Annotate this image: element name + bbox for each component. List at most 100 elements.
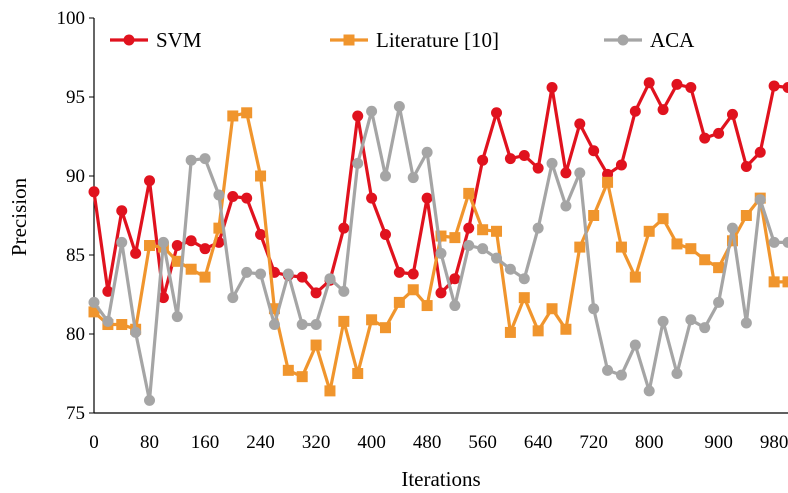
data-point bbox=[338, 285, 350, 297]
data-point bbox=[615, 241, 627, 253]
legend-label: ACA bbox=[650, 28, 695, 52]
data-point bbox=[130, 247, 142, 259]
data-point bbox=[171, 240, 183, 252]
data-point bbox=[726, 235, 738, 247]
data-point bbox=[310, 319, 322, 331]
data-point bbox=[782, 276, 788, 288]
data-point bbox=[144, 240, 156, 252]
data-point bbox=[713, 296, 725, 308]
series-line bbox=[92, 81, 788, 300]
data-point bbox=[268, 303, 280, 315]
data-point bbox=[185, 235, 197, 247]
data-point bbox=[171, 255, 183, 267]
data-point bbox=[116, 236, 128, 248]
data-point bbox=[463, 222, 475, 234]
x-tick-label: 980 bbox=[760, 432, 788, 453]
data-point bbox=[255, 228, 267, 240]
series-literature-10 bbox=[88, 107, 788, 397]
data-point bbox=[491, 252, 503, 264]
data-point bbox=[518, 149, 530, 161]
legend-swatch-marker bbox=[343, 34, 355, 46]
data-point bbox=[560, 323, 572, 335]
data-point bbox=[560, 200, 572, 212]
data-point bbox=[643, 385, 655, 397]
x-axis-title: Iterations bbox=[401, 467, 480, 491]
data-point bbox=[699, 254, 711, 266]
data-point bbox=[629, 339, 641, 351]
y-tick-label: 75 bbox=[66, 403, 85, 424]
data-point bbox=[88, 296, 100, 308]
data-point bbox=[366, 314, 378, 326]
data-point bbox=[574, 241, 586, 253]
data-point bbox=[615, 159, 627, 171]
data-point bbox=[185, 263, 197, 275]
data-point bbox=[685, 82, 697, 94]
data-point bbox=[643, 225, 655, 237]
data-point bbox=[435, 230, 447, 242]
data-point bbox=[88, 186, 100, 198]
data-point bbox=[241, 192, 253, 204]
x-tick-label: 720 bbox=[579, 432, 608, 453]
data-point bbox=[199, 271, 211, 283]
legend-label: Literature [10] bbox=[376, 28, 499, 52]
data-point bbox=[88, 306, 100, 318]
data-point bbox=[768, 236, 780, 248]
x-tick-label: 480 bbox=[413, 432, 442, 453]
x-tick-label: 900 bbox=[704, 432, 733, 453]
x-tick-label: 560 bbox=[468, 432, 497, 453]
data-point bbox=[407, 284, 419, 296]
data-point bbox=[199, 153, 211, 165]
data-point bbox=[102, 315, 114, 327]
data-point bbox=[157, 236, 169, 248]
x-tick-label: 320 bbox=[302, 432, 331, 453]
legend-label: SVM bbox=[156, 28, 202, 52]
data-point bbox=[546, 157, 558, 169]
data-point bbox=[477, 243, 489, 255]
data-point bbox=[338, 222, 350, 234]
data-point bbox=[435, 287, 447, 299]
series-layer bbox=[88, 77, 788, 406]
data-point bbox=[421, 300, 433, 312]
series-aca bbox=[88, 100, 788, 406]
data-point bbox=[504, 326, 516, 338]
data-point bbox=[449, 300, 461, 312]
data-point bbox=[713, 127, 725, 139]
data-point bbox=[463, 187, 475, 199]
data-point bbox=[255, 170, 267, 182]
data-point bbox=[296, 371, 308, 383]
data-point bbox=[768, 276, 780, 288]
data-point bbox=[754, 146, 766, 158]
legend-swatch-marker bbox=[617, 34, 629, 46]
data-point bbox=[546, 82, 558, 94]
data-point bbox=[157, 292, 169, 304]
data-point bbox=[324, 273, 336, 285]
data-point bbox=[116, 205, 128, 217]
data-point bbox=[185, 154, 197, 166]
data-point bbox=[532, 222, 544, 234]
data-point bbox=[213, 222, 225, 234]
data-point bbox=[491, 225, 503, 237]
legend-item: SVM bbox=[110, 28, 202, 52]
axes bbox=[93, 18, 788, 414]
data-point bbox=[213, 189, 225, 201]
legend: SVM Literature [10] ACA bbox=[110, 28, 695, 52]
data-point bbox=[310, 287, 322, 299]
data-point bbox=[227, 292, 239, 304]
data-point bbox=[435, 247, 447, 259]
data-point bbox=[282, 268, 294, 280]
data-point bbox=[574, 167, 586, 179]
data-point bbox=[338, 315, 350, 327]
data-point bbox=[588, 145, 600, 157]
data-point bbox=[255, 268, 267, 280]
data-point bbox=[130, 326, 142, 338]
y-tick-label: 100 bbox=[57, 8, 86, 29]
data-point bbox=[352, 110, 364, 122]
x-tick-label: 240 bbox=[246, 432, 275, 453]
data-point bbox=[144, 175, 156, 187]
data-point bbox=[504, 153, 516, 165]
data-point bbox=[671, 238, 683, 250]
data-point bbox=[421, 146, 433, 158]
data-point bbox=[407, 268, 419, 280]
data-point bbox=[379, 322, 391, 334]
